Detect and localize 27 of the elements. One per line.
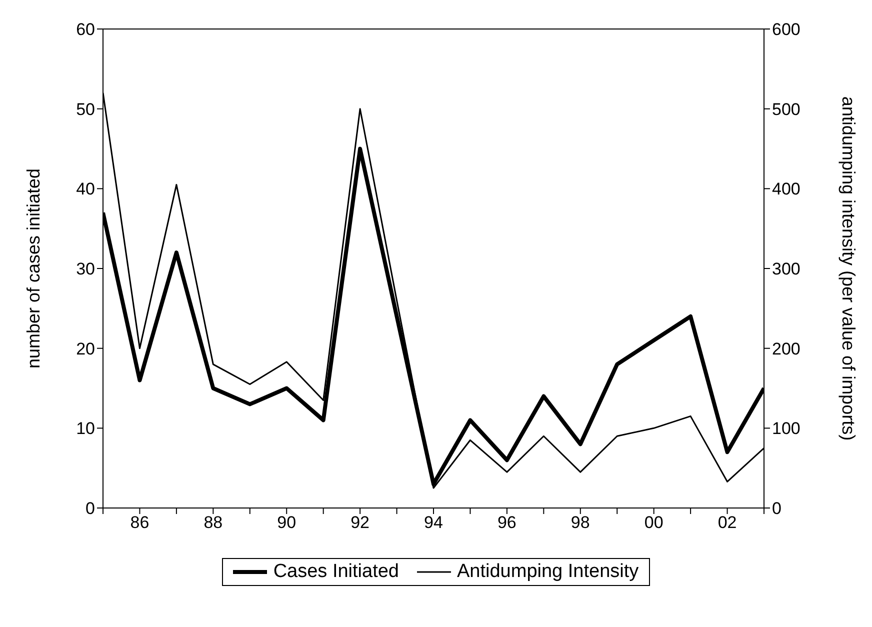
x-tick-label: 00 xyxy=(644,513,664,532)
y-tick-label: 10 xyxy=(76,419,95,438)
y-tick-label: 30 xyxy=(76,260,95,279)
x-tick-label: 94 xyxy=(424,513,443,532)
x-tick-label: 02 xyxy=(718,513,737,532)
y-axis-title: number of cases initiated xyxy=(23,168,44,369)
y2-axis-title: antidumping intensity (per value of imports) xyxy=(838,96,859,441)
y2-tick-label: 600 xyxy=(772,20,800,40)
y-tick-label: 0 xyxy=(86,499,95,518)
y-tick-label: 50 xyxy=(76,100,95,119)
y2-tick-label: 0 xyxy=(772,499,782,518)
x-tick-label: 96 xyxy=(497,513,516,532)
x-tick-label: 86 xyxy=(130,513,150,532)
y2-tick-label: 400 xyxy=(772,180,800,199)
legend-label: Cases Initiated xyxy=(273,561,399,583)
y-tick-label: 20 xyxy=(76,339,95,358)
y2-tick-label: 500 xyxy=(772,100,800,119)
y-tick-label: 40 xyxy=(76,180,95,199)
y2-tick-label: 200 xyxy=(772,339,800,358)
y2-tick-label: 300 xyxy=(772,260,800,279)
legend-label: Antidumping Intensity xyxy=(457,561,639,583)
x-tick-label: 92 xyxy=(350,513,370,532)
x-tick-label: 88 xyxy=(204,513,223,532)
y-tick-label: 60 xyxy=(76,20,95,40)
y2-tick-label: 100 xyxy=(772,419,800,438)
x-tick-label: 90 xyxy=(277,513,296,532)
x-tick-label: 98 xyxy=(570,513,590,532)
